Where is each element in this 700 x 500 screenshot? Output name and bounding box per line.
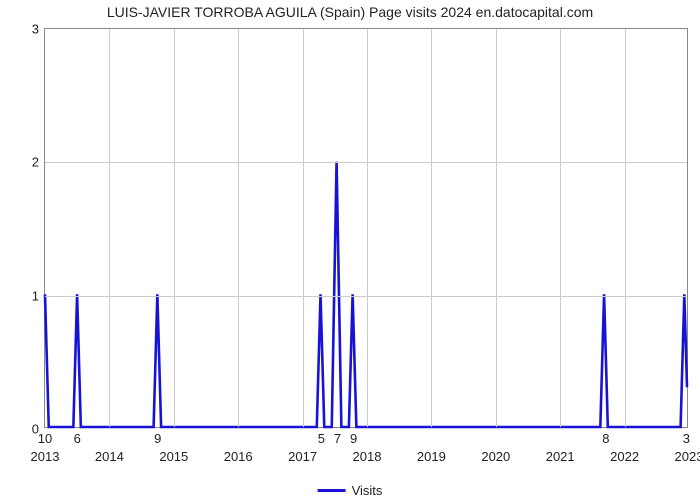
chart-title: LUIS-JAVIER TORROBA AGUILA (Spain) Page … xyxy=(0,4,700,20)
ytick-label: 3 xyxy=(32,22,39,37)
series-line xyxy=(45,162,687,427)
x-year-label: 2013 xyxy=(31,449,60,464)
x-year-label: 2021 xyxy=(546,449,575,464)
legend-label: Visits xyxy=(352,483,383,498)
x-overlay-label: 9 xyxy=(350,431,357,446)
ytick-label: 2 xyxy=(32,155,39,170)
x-overlay-label: 8 xyxy=(602,431,609,446)
x-year-label: 2016 xyxy=(224,449,253,464)
x-overlay-label: 5 xyxy=(318,431,325,446)
visits-chart: LUIS-JAVIER TORROBA AGUILA (Spain) Page … xyxy=(0,0,700,500)
x-overlay-label: 7 xyxy=(334,431,341,446)
line-layer xyxy=(45,29,687,427)
gridline-v xyxy=(303,29,304,427)
gridline-h xyxy=(45,162,687,163)
gridline-v xyxy=(625,29,626,427)
gridline-v xyxy=(238,29,239,427)
x-year-label: 2015 xyxy=(159,449,188,464)
gridline-h xyxy=(45,296,687,297)
x-year-label: 2020 xyxy=(481,449,510,464)
legend-swatch xyxy=(318,489,346,492)
x-overlay-label: 6 xyxy=(74,431,81,446)
x-year-label: 2023 xyxy=(675,449,700,464)
x-overlay-label: 10 xyxy=(38,431,52,446)
ytick-label: 1 xyxy=(32,288,39,303)
gridline-v xyxy=(496,29,497,427)
gridline-v xyxy=(367,29,368,427)
x-year-label: 2019 xyxy=(417,449,446,464)
x-year-label: 2014 xyxy=(95,449,124,464)
x-year-label: 2017 xyxy=(288,449,317,464)
x-year-label: 2022 xyxy=(610,449,639,464)
gridline-v xyxy=(560,29,561,427)
x-overlay-label: 3 xyxy=(683,431,690,446)
legend: Visits xyxy=(318,483,383,498)
plot-area: 0123106957983201320142015201620172018201… xyxy=(44,28,688,428)
x-year-label: 2018 xyxy=(353,449,382,464)
gridline-v xyxy=(174,29,175,427)
gridline-v xyxy=(109,29,110,427)
gridline-v xyxy=(431,29,432,427)
x-overlay-label: 9 xyxy=(154,431,161,446)
